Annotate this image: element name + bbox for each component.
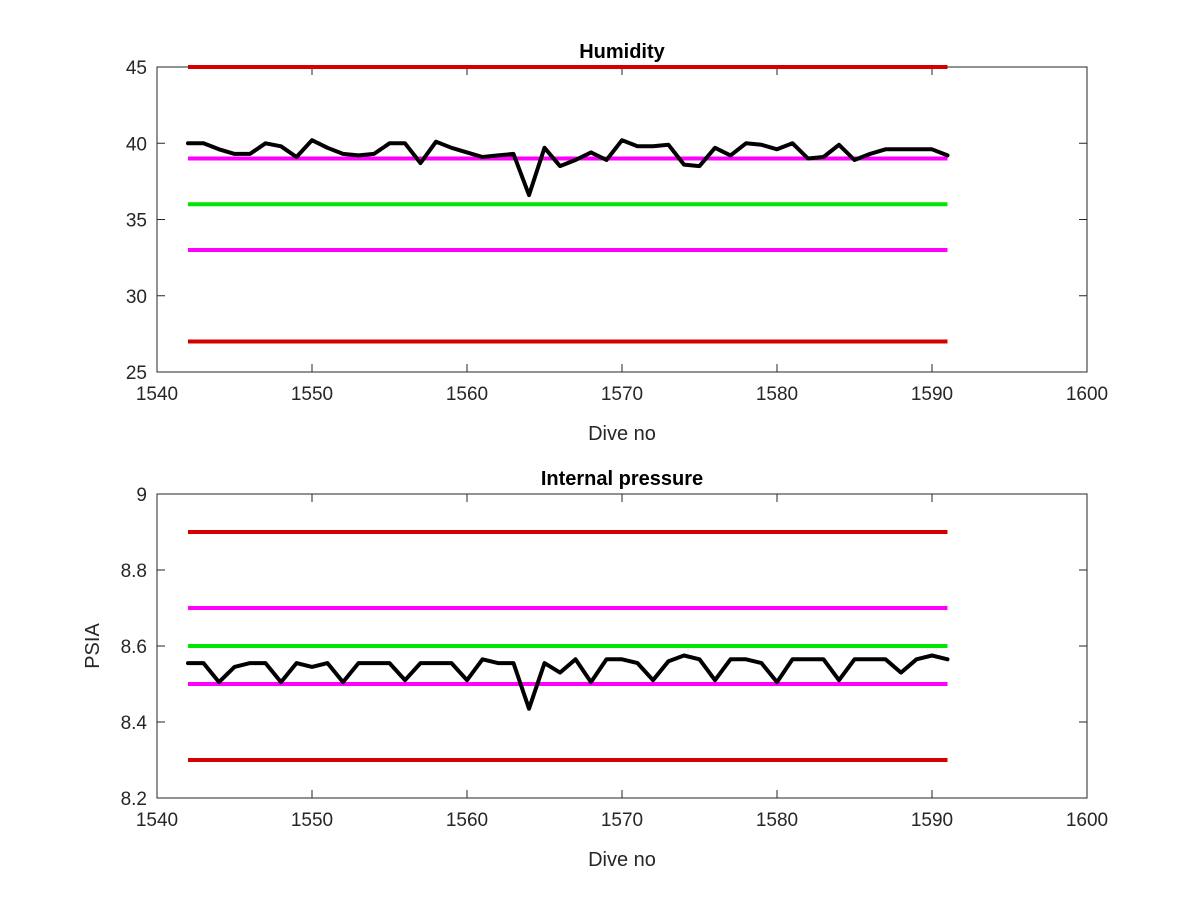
x-tick-label: 1570 — [601, 384, 643, 405]
y-tick-label: 45 — [126, 58, 147, 79]
x-tick-label: 1560 — [446, 384, 488, 405]
series-line — [186, 653, 950, 711]
x-tick-label: 1600 — [1066, 810, 1108, 831]
y-tick-label: 40 — [126, 134, 147, 155]
y-tick-label: 9 — [136, 485, 147, 506]
x-tick-label: 1540 — [136, 384, 178, 405]
chart-title: Internal pressure — [541, 468, 703, 490]
humidity-chart: 1540 1550 1560 1570 1580 1590 1600 25 30 35 40 45 Hu… — [126, 41, 1108, 445]
x-tick-label: 1550 — [291, 384, 333, 405]
series-line — [186, 138, 950, 198]
y-tick-label: 8.4 — [121, 713, 148, 734]
x-tick-label: 1550 — [291, 810, 333, 831]
x-tick-label: 1540 — [136, 810, 178, 831]
y-tick-label: 8.8 — [121, 561, 147, 582]
x-tick-label: 1590 — [911, 810, 953, 831]
y-tick-label: 30 — [126, 287, 147, 308]
y-tick-label: 8.2 — [121, 789, 147, 810]
x-tick-label: 1570 — [601, 810, 643, 831]
internal-pressure-chart: 1540 1550 1560 1570 1580 1590 1600 8.2 8.4 8.6 8.8… — [82, 468, 1108, 871]
x-axis-label: Dive no — [588, 423, 656, 445]
y-tick-label: 8.6 — [121, 637, 147, 658]
y-tick-label: 25 — [126, 363, 147, 384]
chart-title: Humidity — [579, 41, 665, 63]
y-axis-label: PSIA — [82, 623, 104, 669]
x-tick-label: 1600 — [1066, 384, 1108, 405]
y-tick-label: 35 — [126, 211, 147, 232]
axes-box — [156, 66, 1088, 373]
x-tick-label: 1560 — [446, 810, 488, 831]
x-tick-label: 1590 — [911, 384, 953, 405]
x-tick-label: 1580 — [756, 384, 798, 405]
x-axis-label: Dive no — [588, 849, 656, 871]
x-tick-label: 1580 — [756, 810, 798, 831]
